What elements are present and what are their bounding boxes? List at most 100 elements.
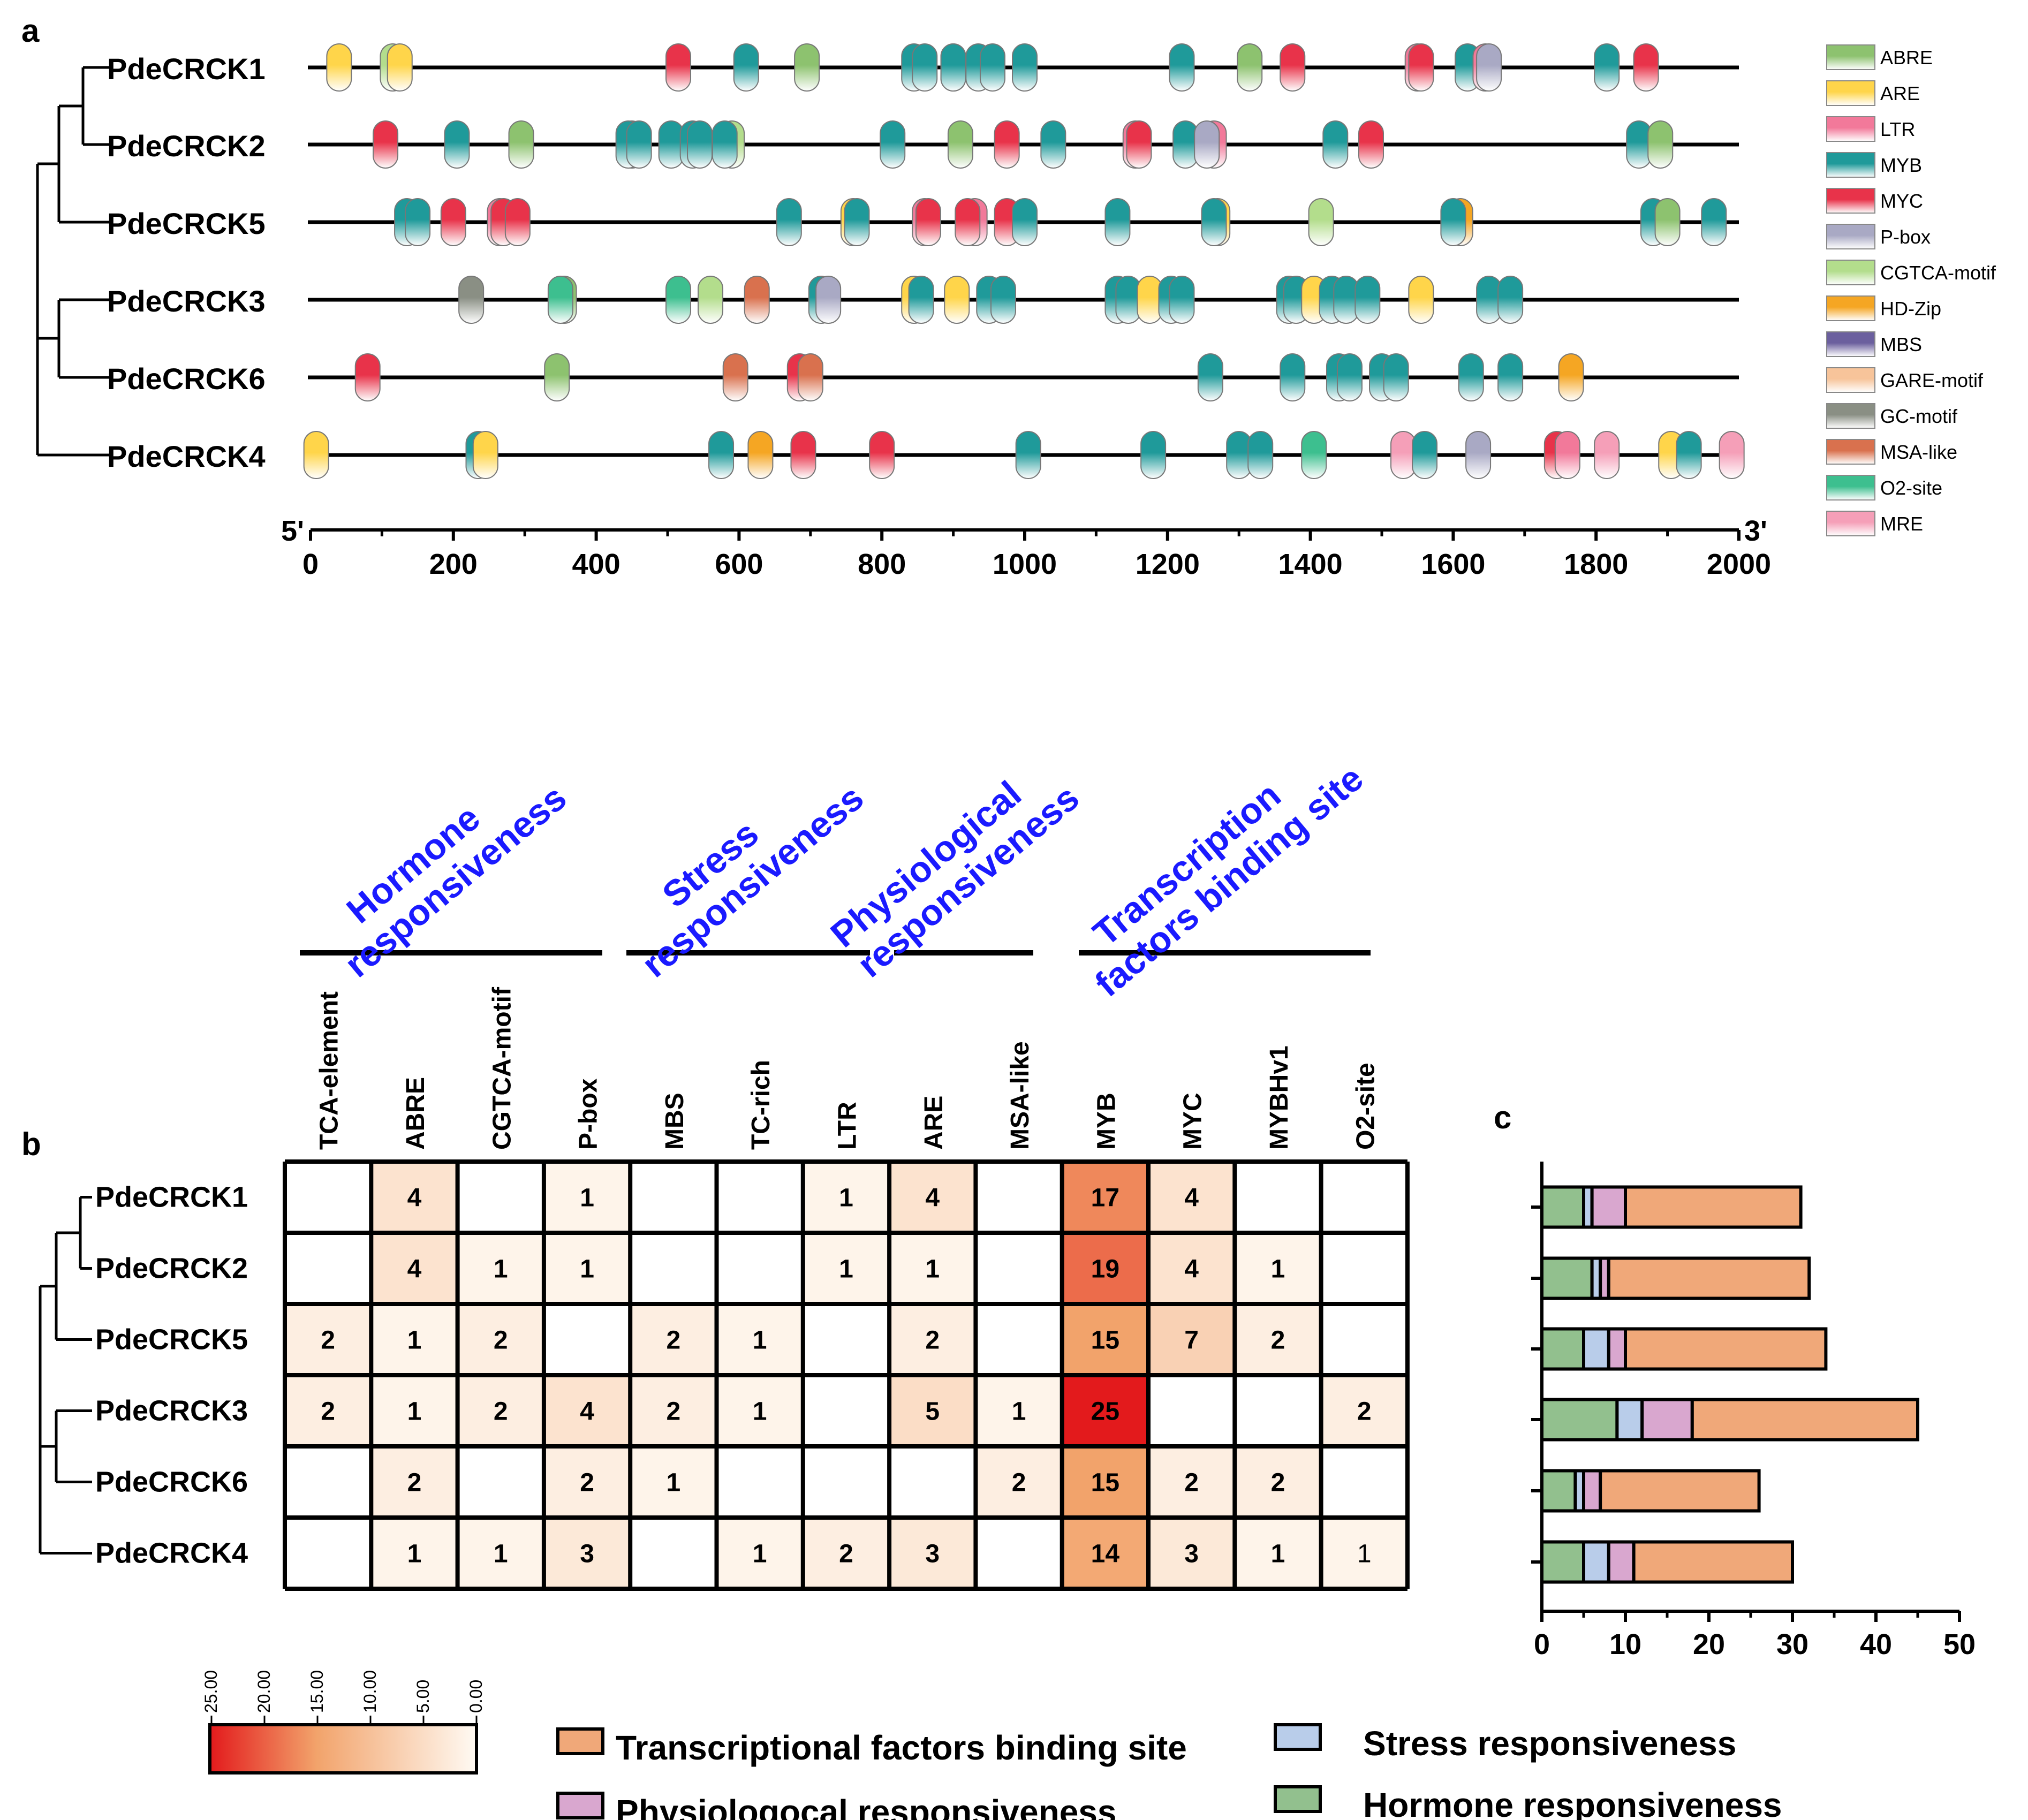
element-abre <box>1647 120 1674 169</box>
element-msa-like <box>744 276 770 324</box>
heatmap-cell <box>1321 1162 1408 1233</box>
element-are <box>1408 276 1434 324</box>
x-tick-label-a: 1000 <box>993 548 1057 580</box>
x-tick-label-a: 1800 <box>1564 548 1628 580</box>
element-myb <box>1497 276 1524 324</box>
heatmap-cell <box>1062 1518 1148 1589</box>
element-myb <box>1440 198 1466 246</box>
heatmap-value: 2 <box>839 1540 853 1568</box>
heatmap-cell <box>1148 1304 1235 1375</box>
element-myb <box>912 43 938 92</box>
heatmap-cell <box>630 1375 717 1446</box>
element-p-box <box>1465 431 1492 479</box>
x-tick-label-c: 10 <box>1609 1628 1641 1660</box>
legend-swatch-transcriptional-factors-binding-site <box>556 1727 604 1755</box>
element-myb <box>979 43 1005 92</box>
legend-label-stress-responsiveness: Stress responsiveness <box>1363 1724 1736 1763</box>
x-tick-label-a: 2000 <box>1707 548 1771 580</box>
heatmap-cell <box>1062 1304 1148 1375</box>
element-o2-site <box>665 276 692 324</box>
column-header-mybhv1: MYBHv1 <box>1265 1045 1293 1150</box>
row-label-b: PdeCRCK6 <box>95 1466 248 1498</box>
heatmap-cell <box>889 1233 976 1304</box>
heatmap-cell <box>975 1304 1062 1375</box>
column-header-myc: MYC <box>1179 1093 1207 1150</box>
heatmap-cell <box>716 1162 803 1233</box>
heatmap-cell <box>1148 1518 1235 1589</box>
heatmap-value: 2 <box>1012 1469 1026 1497</box>
heatmap-value: 1 <box>494 1540 508 1568</box>
legend-swatch-p-box <box>1826 224 1875 249</box>
heatmap-cell <box>975 1162 1062 1233</box>
heatmap-cell <box>1235 1375 1321 1446</box>
heatmap-cell <box>1235 1304 1321 1375</box>
heatmap-cell <box>285 1375 372 1446</box>
heatmap-cell <box>371 1446 458 1518</box>
heatmap-value: 2 <box>925 1326 940 1355</box>
element-myc <box>790 431 816 479</box>
heatmap-cell <box>543 1162 631 1233</box>
column-header-o2-site: O2-site <box>1351 1063 1380 1150</box>
legend-swatch-stress-responsiveness <box>1274 1723 1322 1751</box>
heatmap-cell <box>975 1375 1062 1446</box>
heatmap-value: 1 <box>407 1398 422 1426</box>
heatmap-value: 2 <box>321 1398 335 1426</box>
heatmap-value: 2 <box>1271 1326 1285 1355</box>
heatmap-value: 2 <box>666 1326 680 1355</box>
element-are <box>472 431 498 479</box>
element-myb <box>1280 353 1306 401</box>
heatmap-cell <box>1321 1446 1408 1518</box>
x-tick-label-c: 0 <box>1534 1628 1550 1660</box>
element-myb <box>1247 431 1274 479</box>
heatmap-value: 15 <box>1091 1469 1119 1497</box>
heatmap-value: 1 <box>666 1469 680 1497</box>
x-tick-label-c: 50 <box>1943 1628 1976 1660</box>
element-myc <box>440 198 466 246</box>
element-myb <box>687 120 713 169</box>
heatmap-cell <box>1148 1233 1235 1304</box>
gene-label-a: PdeCRCK2 <box>107 129 266 163</box>
element-cgtca-motif <box>698 276 724 324</box>
heatmap-cell <box>1235 1518 1321 1589</box>
heatmap-cell <box>457 1446 544 1518</box>
heatmap-cell <box>803 1518 890 1589</box>
heatmap-cell <box>889 1375 976 1446</box>
row-label-b: PdeCRCK5 <box>95 1324 248 1356</box>
element-are <box>387 43 413 92</box>
bar-physiologocal-responsiveness <box>1640 1398 1694 1442</box>
heatmap-cell <box>803 1304 890 1375</box>
heatmap-value: 15 <box>1091 1326 1119 1355</box>
legend-label-abre: ABRE <box>1880 47 1933 69</box>
colorbar-tick-label: 20.00 <box>254 1670 274 1713</box>
legend-swatch-o2-site <box>1826 475 1875 500</box>
legend-label-gc-motif: GC-motif <box>1880 405 1958 427</box>
heatmap-cell <box>716 1518 803 1589</box>
heatmap-cell <box>803 1375 890 1446</box>
three-prime-label: 3' <box>1744 515 1767 547</box>
heatmap-value: 4 <box>580 1398 594 1426</box>
legend-swatch-hd-zip <box>1826 295 1875 321</box>
heatmap-value: 1 <box>839 1184 853 1212</box>
element-myb <box>1169 276 1195 324</box>
bar-hormone-responsiveness <box>1540 1256 1594 1300</box>
heatmap-cell <box>889 1518 976 1589</box>
heatmap-value: 2 <box>1184 1469 1199 1497</box>
dendrogram-b <box>39 1196 92 1554</box>
colorbar: 25.00 20.00 15.00 10.00 5.00 0.00 <box>201 1670 486 1774</box>
heatmap-value: 17 <box>1091 1184 1119 1212</box>
legend-swatch-gare-motif <box>1826 367 1875 393</box>
element-myb <box>908 276 934 324</box>
element-myc <box>1126 120 1152 169</box>
column-header-tca-element: TCA-element <box>315 991 344 1150</box>
x-tick-label-a: 1400 <box>1278 548 1343 580</box>
bar-physiologocal-responsiveness <box>1590 1185 1628 1229</box>
heatmap-value: 14 <box>1091 1540 1120 1568</box>
element-abre <box>544 353 570 401</box>
heatmap-cell <box>975 1518 1062 1589</box>
legend-swatch-hormone-responsiveness <box>1274 1785 1322 1813</box>
element-are <box>326 43 352 92</box>
svg-text:factors binding site: factors binding site <box>1087 758 1371 1005</box>
heatmap-cell <box>543 1446 631 1518</box>
element-myc <box>955 198 981 246</box>
gene-label-a: PdeCRCK6 <box>107 362 266 396</box>
